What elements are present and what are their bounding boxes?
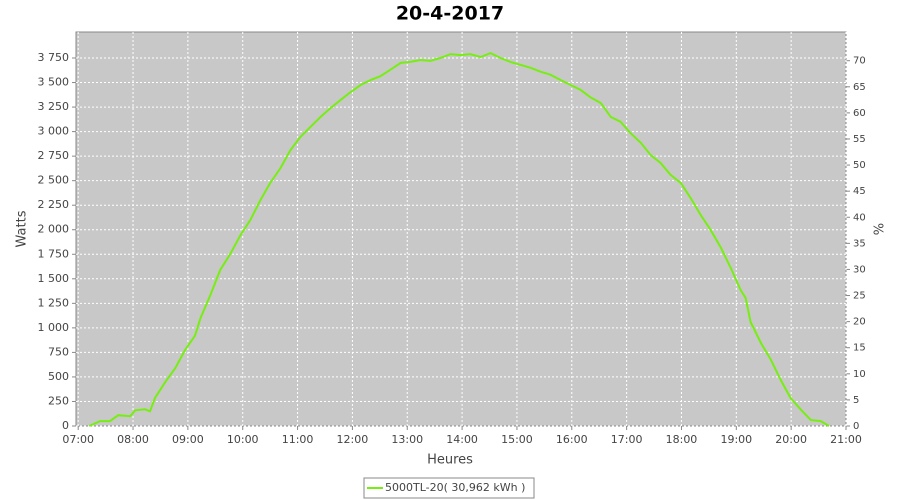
- y-tick-label: 0: [62, 419, 69, 432]
- y-axis-label: Watts: [15, 210, 30, 247]
- x-tick-label: 21:00: [830, 433, 862, 446]
- y2-axis-label: %: [873, 223, 888, 235]
- y-tick-label: 2 750: [38, 149, 70, 162]
- y2-tick-label: 70: [853, 56, 866, 67]
- y2-tick-label: 20: [853, 317, 866, 328]
- x-tick-label: 18:00: [666, 433, 698, 446]
- y2-tick-label: 0: [853, 421, 859, 432]
- x-tick-label: 20:00: [775, 433, 807, 446]
- x-tick-label: 12:00: [337, 433, 369, 446]
- y2-tick-label: 55: [853, 134, 866, 145]
- y2-tick-label: 30: [853, 264, 866, 275]
- y2-tick-label: 5: [853, 395, 859, 406]
- x-tick-label: 07:00: [62, 433, 94, 446]
- y-tick-label: 1 500: [38, 272, 70, 285]
- x-tick-label: 11:00: [282, 433, 314, 446]
- y-tick-label: 1 250: [38, 296, 70, 309]
- x-tick-label: 16:00: [556, 433, 588, 446]
- x-tick-label: 10:00: [227, 433, 259, 446]
- y2-tick-label: 15: [853, 343, 866, 354]
- y-tick-label: 250: [48, 394, 69, 407]
- x-tick-label: 15:00: [501, 433, 533, 446]
- y-tick-label: 1 750: [38, 247, 70, 260]
- y2-tick-label: 35: [853, 238, 866, 249]
- y2-tick-label: 45: [853, 186, 866, 197]
- y-tick-label: 2 250: [38, 198, 70, 211]
- x-tick-label: 17:00: [611, 433, 643, 446]
- y2-tick-label: 50: [853, 160, 866, 171]
- plot-area: [75, 31, 847, 427]
- y-tick-label: 3 500: [38, 76, 70, 89]
- y-tick-label: 2 500: [38, 174, 70, 187]
- legend-label: 5000TL-20( 30,962 kWh ): [385, 481, 525, 494]
- legend-box: [363, 477, 535, 499]
- y2-tick-label: 40: [853, 212, 866, 223]
- chart-title: 20-4-2017: [396, 3, 504, 25]
- data-line: [88, 52, 830, 427]
- y-tick-label: 3 250: [38, 100, 70, 113]
- y2-tick-label: 10: [853, 369, 866, 380]
- y-tick-label: 3 750: [38, 51, 70, 64]
- y-tick-label: 1 000: [38, 321, 70, 334]
- x-tick-label: 14:00: [446, 433, 478, 446]
- y2-tick-label: 60: [853, 108, 866, 119]
- x-tick-label: 13:00: [391, 433, 423, 446]
- y2-tick-label: 25: [853, 291, 866, 302]
- x-tick-label: 09:00: [172, 433, 204, 446]
- y-tick-label: 2 000: [38, 223, 70, 236]
- x-tick-label: 19:00: [720, 433, 752, 446]
- x-tick-label: 08:00: [117, 433, 149, 446]
- y-tick-label: 500: [48, 370, 69, 383]
- y-tick-label: 750: [48, 345, 69, 358]
- y-tick-label: 3 000: [38, 125, 70, 138]
- y2-tick-label: 65: [853, 82, 866, 93]
- x-axis-label: Heures: [427, 453, 473, 468]
